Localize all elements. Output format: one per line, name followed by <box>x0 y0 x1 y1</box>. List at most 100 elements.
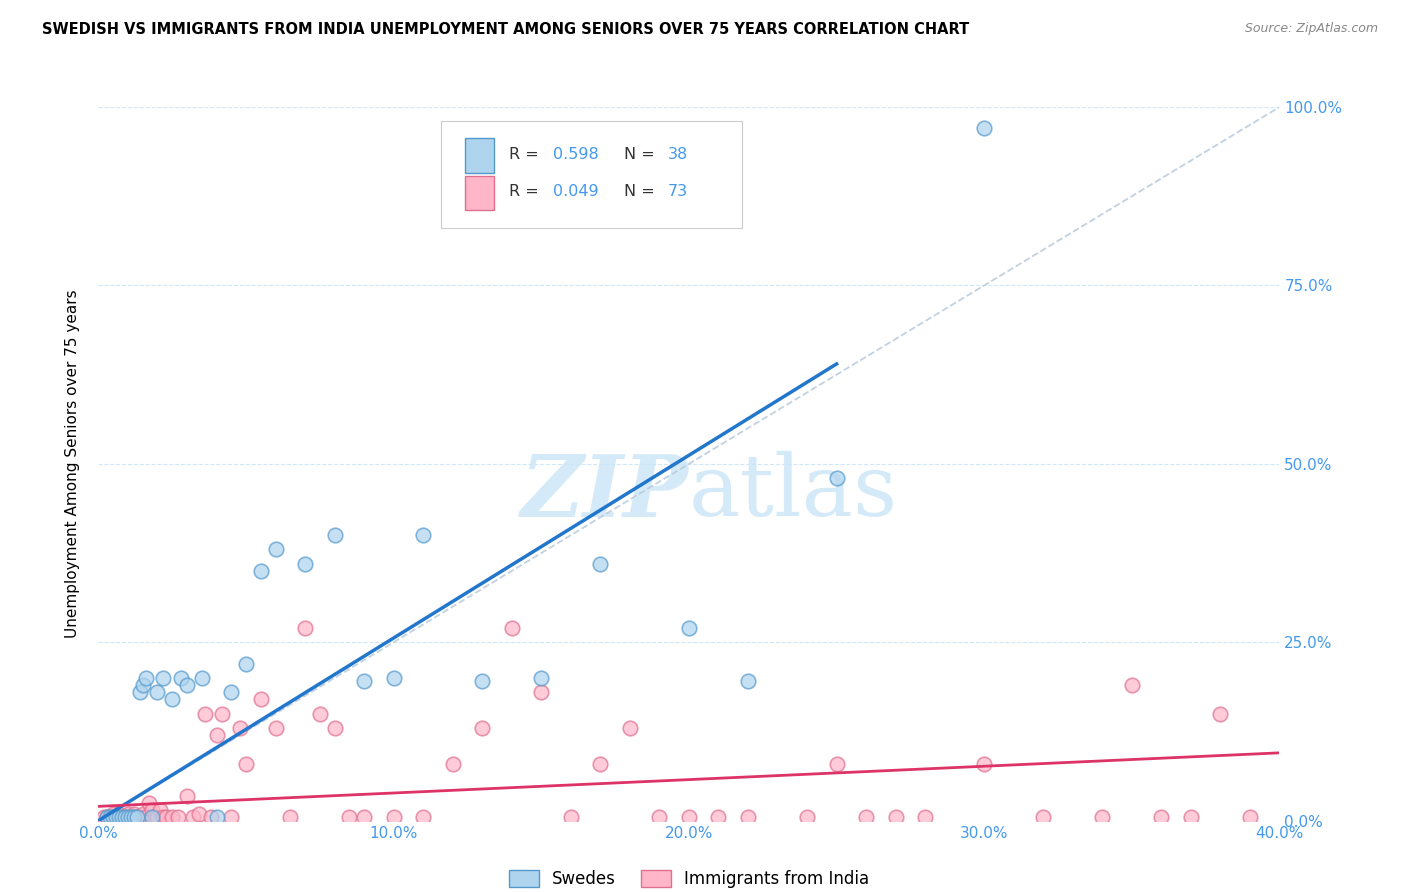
Point <box>194 706 217 721</box>
Point <box>382 810 405 824</box>
Point <box>181 810 204 824</box>
Point <box>191 671 214 685</box>
Point <box>560 810 582 824</box>
Point <box>737 810 759 824</box>
Legend: Swedes, Immigrants from India: Swedes, Immigrants from India <box>502 863 876 892</box>
Point <box>264 542 287 557</box>
Point <box>135 810 157 824</box>
Point <box>114 810 136 824</box>
Point <box>128 685 150 699</box>
Point <box>353 810 375 824</box>
Point <box>176 678 198 692</box>
Point <box>152 810 174 824</box>
Point <box>138 796 160 810</box>
Point <box>1121 678 1143 692</box>
Point <box>200 810 222 824</box>
Text: ZIP: ZIP <box>522 450 689 534</box>
Point <box>294 621 316 635</box>
Point <box>235 756 257 771</box>
Point <box>501 621 523 635</box>
Text: atlas: atlas <box>689 450 898 534</box>
Point <box>737 674 759 689</box>
Text: N =: N = <box>624 146 659 161</box>
Text: N =: N = <box>624 184 659 199</box>
Point <box>162 810 183 824</box>
Point <box>1239 810 1261 824</box>
Point <box>339 810 360 824</box>
Point <box>98 810 121 824</box>
Text: R =: R = <box>509 184 544 199</box>
Point <box>855 810 877 824</box>
Point <box>176 789 198 803</box>
Point <box>323 721 346 735</box>
Point <box>103 806 125 821</box>
FancyBboxPatch shape <box>464 176 494 210</box>
Point <box>441 756 464 771</box>
Point <box>128 810 150 824</box>
Point <box>219 685 242 699</box>
Point <box>678 810 700 824</box>
Point <box>235 657 257 671</box>
Point <box>146 685 169 699</box>
Point <box>530 671 553 685</box>
Point <box>103 810 125 824</box>
Point <box>187 806 209 821</box>
Point <box>471 674 494 689</box>
Point <box>219 810 242 824</box>
Point <box>973 121 995 136</box>
Point <box>796 810 818 824</box>
Point <box>155 810 177 824</box>
Point <box>353 674 375 689</box>
Point <box>122 810 145 824</box>
Point <box>825 756 848 771</box>
Point <box>141 803 163 817</box>
Point <box>108 810 131 824</box>
Point <box>105 810 128 824</box>
Point <box>250 564 273 578</box>
Point <box>205 810 228 824</box>
Point <box>1150 810 1173 824</box>
Point <box>589 557 612 571</box>
Point <box>884 810 907 824</box>
Point <box>412 528 434 542</box>
Point <box>111 810 134 824</box>
Point <box>707 810 730 824</box>
Point <box>589 756 612 771</box>
Point <box>108 806 131 821</box>
Point <box>114 810 136 824</box>
Text: 0.049: 0.049 <box>553 184 599 199</box>
Point <box>117 810 139 824</box>
Text: SWEDISH VS IMMIGRANTS FROM INDIA UNEMPLOYMENT AMONG SENIORS OVER 75 YEARS CORREL: SWEDISH VS IMMIGRANTS FROM INDIA UNEMPLO… <box>42 22 969 37</box>
Point <box>471 721 494 735</box>
Text: R =: R = <box>509 146 544 161</box>
Point <box>146 810 169 824</box>
Point <box>678 621 700 635</box>
Point <box>93 810 115 824</box>
Point <box>149 803 172 817</box>
Point <box>96 810 118 824</box>
Point <box>323 528 346 542</box>
Point <box>125 810 148 824</box>
Point <box>250 692 273 706</box>
Point <box>117 806 139 821</box>
Point <box>117 810 139 824</box>
FancyBboxPatch shape <box>441 121 742 228</box>
Point <box>120 810 142 824</box>
Point <box>96 810 118 824</box>
Point <box>205 728 228 742</box>
Y-axis label: Unemployment Among Seniors over 75 years: Unemployment Among Seniors over 75 years <box>65 290 80 638</box>
Point <box>125 810 148 824</box>
Point <box>98 810 121 824</box>
Point <box>122 806 145 821</box>
Point <box>135 671 157 685</box>
Point <box>619 721 641 735</box>
Point <box>1091 810 1114 824</box>
Point <box>143 810 166 824</box>
Point <box>152 671 174 685</box>
Point <box>211 706 233 721</box>
Point <box>278 810 302 824</box>
Point <box>412 810 434 824</box>
Point <box>111 810 134 824</box>
Point <box>309 706 332 721</box>
Point <box>914 810 936 824</box>
